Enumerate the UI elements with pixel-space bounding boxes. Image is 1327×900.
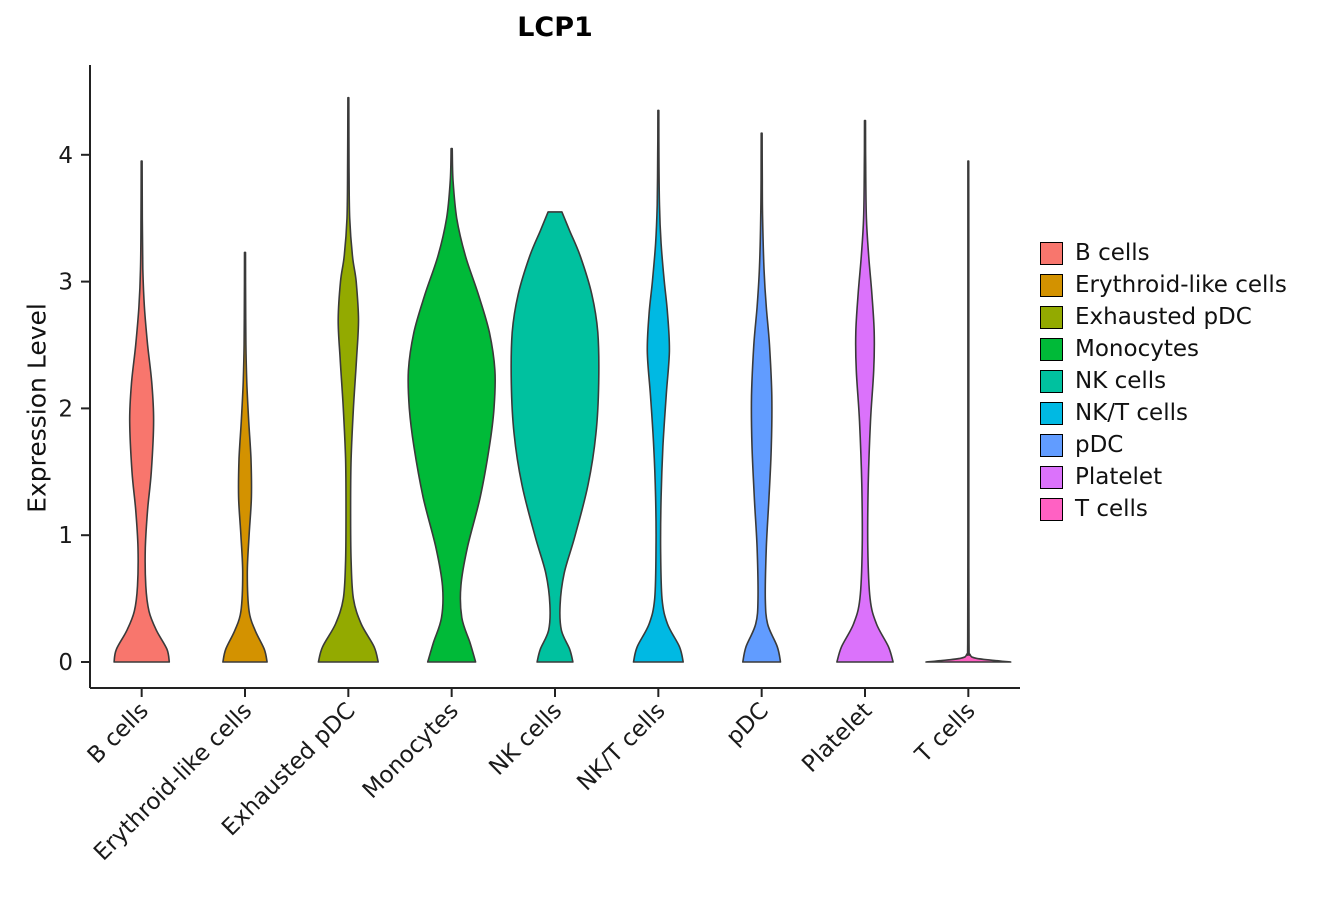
chart-title: LCP1: [517, 12, 593, 43]
x-tick-label: T cells: [910, 698, 981, 769]
x-tick-label: NK cells: [484, 698, 567, 781]
legend-item: T cells: [1040, 493, 1287, 525]
legend-item: NK/T cells: [1040, 397, 1287, 429]
x-tick-label: Platelet: [797, 698, 877, 778]
legend-item: Erythroid-like cells: [1040, 269, 1287, 301]
legend-item: B cells: [1040, 237, 1287, 269]
legend-label: Exhausted pDC: [1075, 304, 1252, 330]
legend-label: pDC: [1075, 432, 1124, 458]
violin-nk-t-cells: [632, 109, 684, 663]
violin-b-cells: [113, 160, 171, 663]
violin-pdc: [742, 132, 782, 663]
y-tick-label: 0: [58, 650, 73, 676]
x-tick-label: NK/T cells: [572, 698, 670, 796]
legend-swatch-icon: [1040, 305, 1063, 329]
legend-item: pDC: [1040, 429, 1287, 461]
legend-swatch-icon: [1040, 241, 1063, 265]
y-tick-label: 3: [58, 270, 73, 296]
violin-exhausted-pdc: [317, 96, 379, 663]
x-tick-label: B cells: [83, 698, 154, 769]
violin-erythroid-like-cells: [222, 251, 268, 663]
legend-label: NK cells: [1075, 368, 1167, 394]
legend-label: Erythroid-like cells: [1075, 272, 1287, 298]
legend-label: NK/T cells: [1075, 400, 1188, 426]
legend-item: Exhausted pDC: [1040, 301, 1287, 333]
y-tick-label: 4: [58, 143, 73, 169]
legend-swatch-icon: [1040, 497, 1063, 521]
violin-platelet: [836, 119, 894, 663]
legend-item: Monocytes: [1040, 333, 1287, 365]
legend-swatch-icon: [1040, 465, 1063, 489]
legend-item: Platelet: [1040, 461, 1287, 493]
violin-t-cells: [925, 160, 1012, 663]
x-tick-label: pDC: [721, 698, 774, 751]
violin-nk-cells: [510, 211, 600, 663]
legend-swatch-icon: [1040, 337, 1063, 361]
legend-item: NK cells: [1040, 365, 1287, 397]
legend-label: Platelet: [1075, 464, 1163, 490]
legend-swatch-icon: [1040, 369, 1063, 393]
legend-label: Monocytes: [1075, 336, 1199, 362]
y-tick-label: 1: [58, 523, 73, 549]
legend-label: B cells: [1075, 240, 1150, 266]
y-tick-label: 2: [58, 396, 73, 422]
x-tick-label: Monocytes: [358, 698, 464, 804]
legend-swatch-icon: [1040, 273, 1063, 297]
legend-swatch-icon: [1040, 433, 1063, 457]
violin-monocytes: [407, 147, 497, 663]
legend-label: T cells: [1075, 496, 1148, 522]
legend: B cells Erythroid-like cells Exhausted pDC…: [1040, 237, 1287, 525]
legend-swatch-icon: [1040, 401, 1063, 425]
